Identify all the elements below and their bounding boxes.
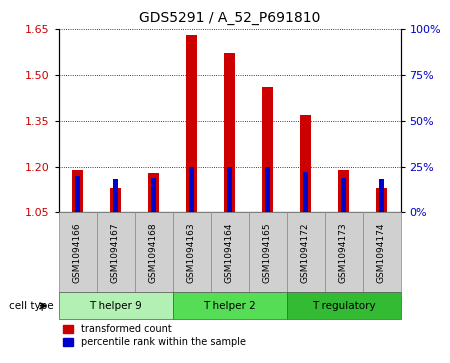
Bar (262, 87, 273, 212)
Text: GSM1094167: GSM1094167 (111, 222, 120, 283)
Text: GSM1094165: GSM1094165 (263, 222, 272, 283)
Text: GSM1094164: GSM1094164 (225, 222, 234, 282)
Bar (300, 115, 311, 212)
Bar (303, 172, 308, 212)
Text: T regulatory: T regulatory (312, 301, 375, 311)
Bar (113, 179, 118, 212)
Bar (110, 188, 121, 212)
Bar (75, 176, 80, 212)
Text: T helper 2: T helper 2 (203, 301, 256, 311)
Text: GSM1094163: GSM1094163 (187, 222, 196, 283)
Bar (248, 212, 287, 292)
Text: T helper 9: T helper 9 (89, 301, 142, 311)
Bar (151, 178, 156, 212)
Text: cell type: cell type (9, 301, 54, 311)
Bar (58, 212, 96, 292)
Bar (72, 170, 83, 212)
Bar (58, 292, 172, 319)
Bar (224, 53, 235, 212)
Bar (172, 212, 211, 292)
Legend: transformed count, percentile rank within the sample: transformed count, percentile rank withi… (63, 324, 246, 347)
Bar (287, 212, 324, 292)
Text: GSM1094173: GSM1094173 (339, 222, 348, 283)
Text: GSM1094166: GSM1094166 (73, 222, 82, 283)
Bar (376, 188, 387, 212)
Bar (148, 173, 159, 212)
Text: GSM1094172: GSM1094172 (301, 222, 310, 282)
Title: GDS5291 / A_52_P691810: GDS5291 / A_52_P691810 (139, 11, 320, 25)
Bar (189, 167, 194, 212)
Text: GSM1094174: GSM1094174 (377, 222, 386, 282)
Bar (96, 212, 135, 292)
Bar (341, 178, 346, 212)
Bar (338, 170, 349, 212)
Bar (186, 35, 197, 212)
Bar (227, 167, 232, 212)
Text: GSM1094168: GSM1094168 (149, 222, 158, 283)
Bar (324, 212, 363, 292)
Bar (211, 212, 248, 292)
Bar (287, 292, 400, 319)
Bar (363, 212, 400, 292)
Bar (265, 167, 270, 212)
Bar (135, 212, 172, 292)
Bar (172, 292, 287, 319)
Bar (379, 179, 384, 212)
